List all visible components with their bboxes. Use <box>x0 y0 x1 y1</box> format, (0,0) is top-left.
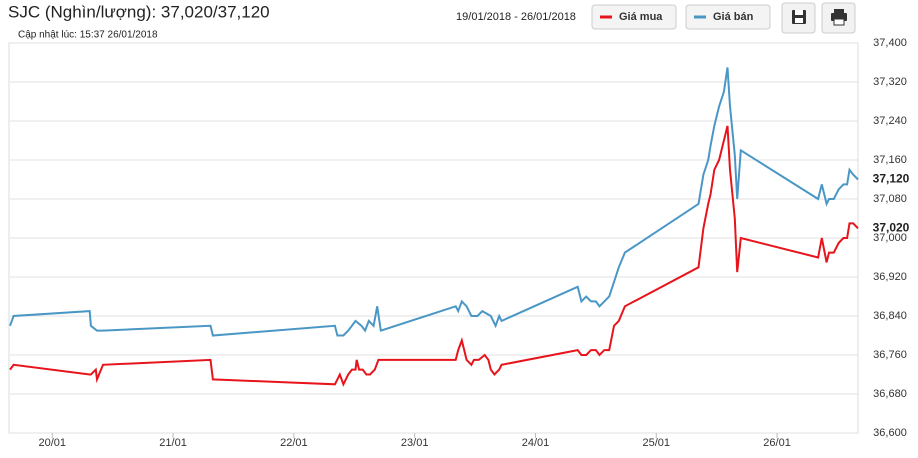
chart-subtitle: Cập nhật lúc: 15:37 26/01/2018 <box>18 30 158 41</box>
current-value-label: 37,120 <box>873 172 910 186</box>
legend-button[interactable] <box>591 4 677 30</box>
x-tick-label: 23/01 <box>401 437 429 449</box>
x-tick-label: 20/01 <box>39 437 67 449</box>
x-tick-label: 25/01 <box>643 437 671 449</box>
x-tick-label: 21/01 <box>159 437 187 449</box>
chart-title: SJC (Nghìn/lượng): 37,020/37,120 <box>8 2 270 21</box>
date-range: 19/01/2018 - 26/01/2018 <box>456 11 576 23</box>
print-button[interactable] <box>821 2 856 34</box>
legend-label: Giá bán <box>713 11 754 23</box>
save-button[interactable] <box>781 2 816 34</box>
x-tick-label: 24/01 <box>522 437 550 449</box>
line <box>9 125 859 387</box>
y-tick-label: 37,400 <box>873 37 907 49</box>
y-tick-label: 36,840 <box>873 310 907 322</box>
current-value-label: 37,020 <box>873 220 910 234</box>
y-tick-label: 37,160 <box>873 154 907 166</box>
y-tick-label: 36,680 <box>873 388 907 400</box>
x-tick-label: 26/01 <box>763 437 791 449</box>
y-tick-label: 36,600 <box>873 427 907 439</box>
y-tick-label: 37,240 <box>873 115 907 127</box>
y-tick-label: 36,920 <box>873 271 907 283</box>
y-tick-label: 37,080 <box>873 193 907 205</box>
legend-label: Giá mua <box>619 11 663 23</box>
y-tick-label: 37,000 <box>873 232 907 244</box>
y-tick-label: 37,320 <box>873 76 907 88</box>
line <box>9 67 859 337</box>
x-tick-label: 22/01 <box>280 437 308 449</box>
legend-button[interactable] <box>685 4 771 30</box>
y-tick-label: 36,760 <box>873 349 907 361</box>
